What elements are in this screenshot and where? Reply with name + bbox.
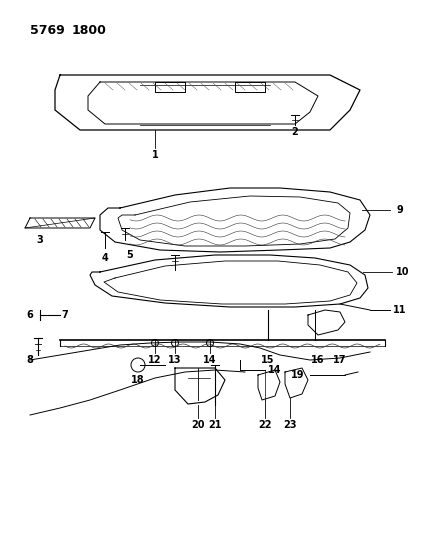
Text: 16: 16 (311, 355, 325, 365)
Text: 23: 23 (283, 420, 297, 430)
Text: 9: 9 (397, 205, 403, 215)
Text: 6: 6 (27, 310, 33, 320)
Text: 10: 10 (396, 267, 410, 277)
Text: 21: 21 (208, 420, 222, 430)
Text: 14: 14 (203, 355, 217, 365)
Text: 4: 4 (101, 253, 108, 263)
Polygon shape (25, 218, 95, 228)
Text: 18: 18 (131, 375, 145, 385)
Text: 12: 12 (148, 355, 162, 365)
Polygon shape (118, 196, 350, 246)
Text: 22: 22 (258, 420, 272, 430)
Text: 7: 7 (62, 310, 68, 320)
Text: 5769: 5769 (30, 23, 65, 36)
Polygon shape (258, 370, 280, 400)
Polygon shape (88, 82, 318, 124)
Polygon shape (175, 368, 225, 404)
Polygon shape (100, 188, 370, 252)
Polygon shape (155, 82, 185, 92)
Polygon shape (285, 368, 308, 398)
Text: 11: 11 (393, 305, 407, 315)
Polygon shape (104, 261, 357, 304)
Polygon shape (55, 75, 360, 130)
Text: 19: 19 (291, 370, 305, 380)
Text: 1800: 1800 (72, 23, 107, 36)
Text: 13: 13 (168, 355, 182, 365)
Text: 1: 1 (152, 150, 158, 160)
Text: 14: 14 (268, 365, 282, 375)
Polygon shape (235, 82, 265, 92)
Text: 17: 17 (333, 355, 347, 365)
Text: 15: 15 (261, 355, 275, 365)
Text: 2: 2 (291, 127, 298, 137)
Text: 8: 8 (27, 355, 33, 365)
Polygon shape (308, 310, 345, 335)
Text: 3: 3 (37, 235, 43, 245)
Polygon shape (90, 255, 368, 307)
Text: 5: 5 (127, 250, 134, 260)
Text: 20: 20 (191, 420, 205, 430)
